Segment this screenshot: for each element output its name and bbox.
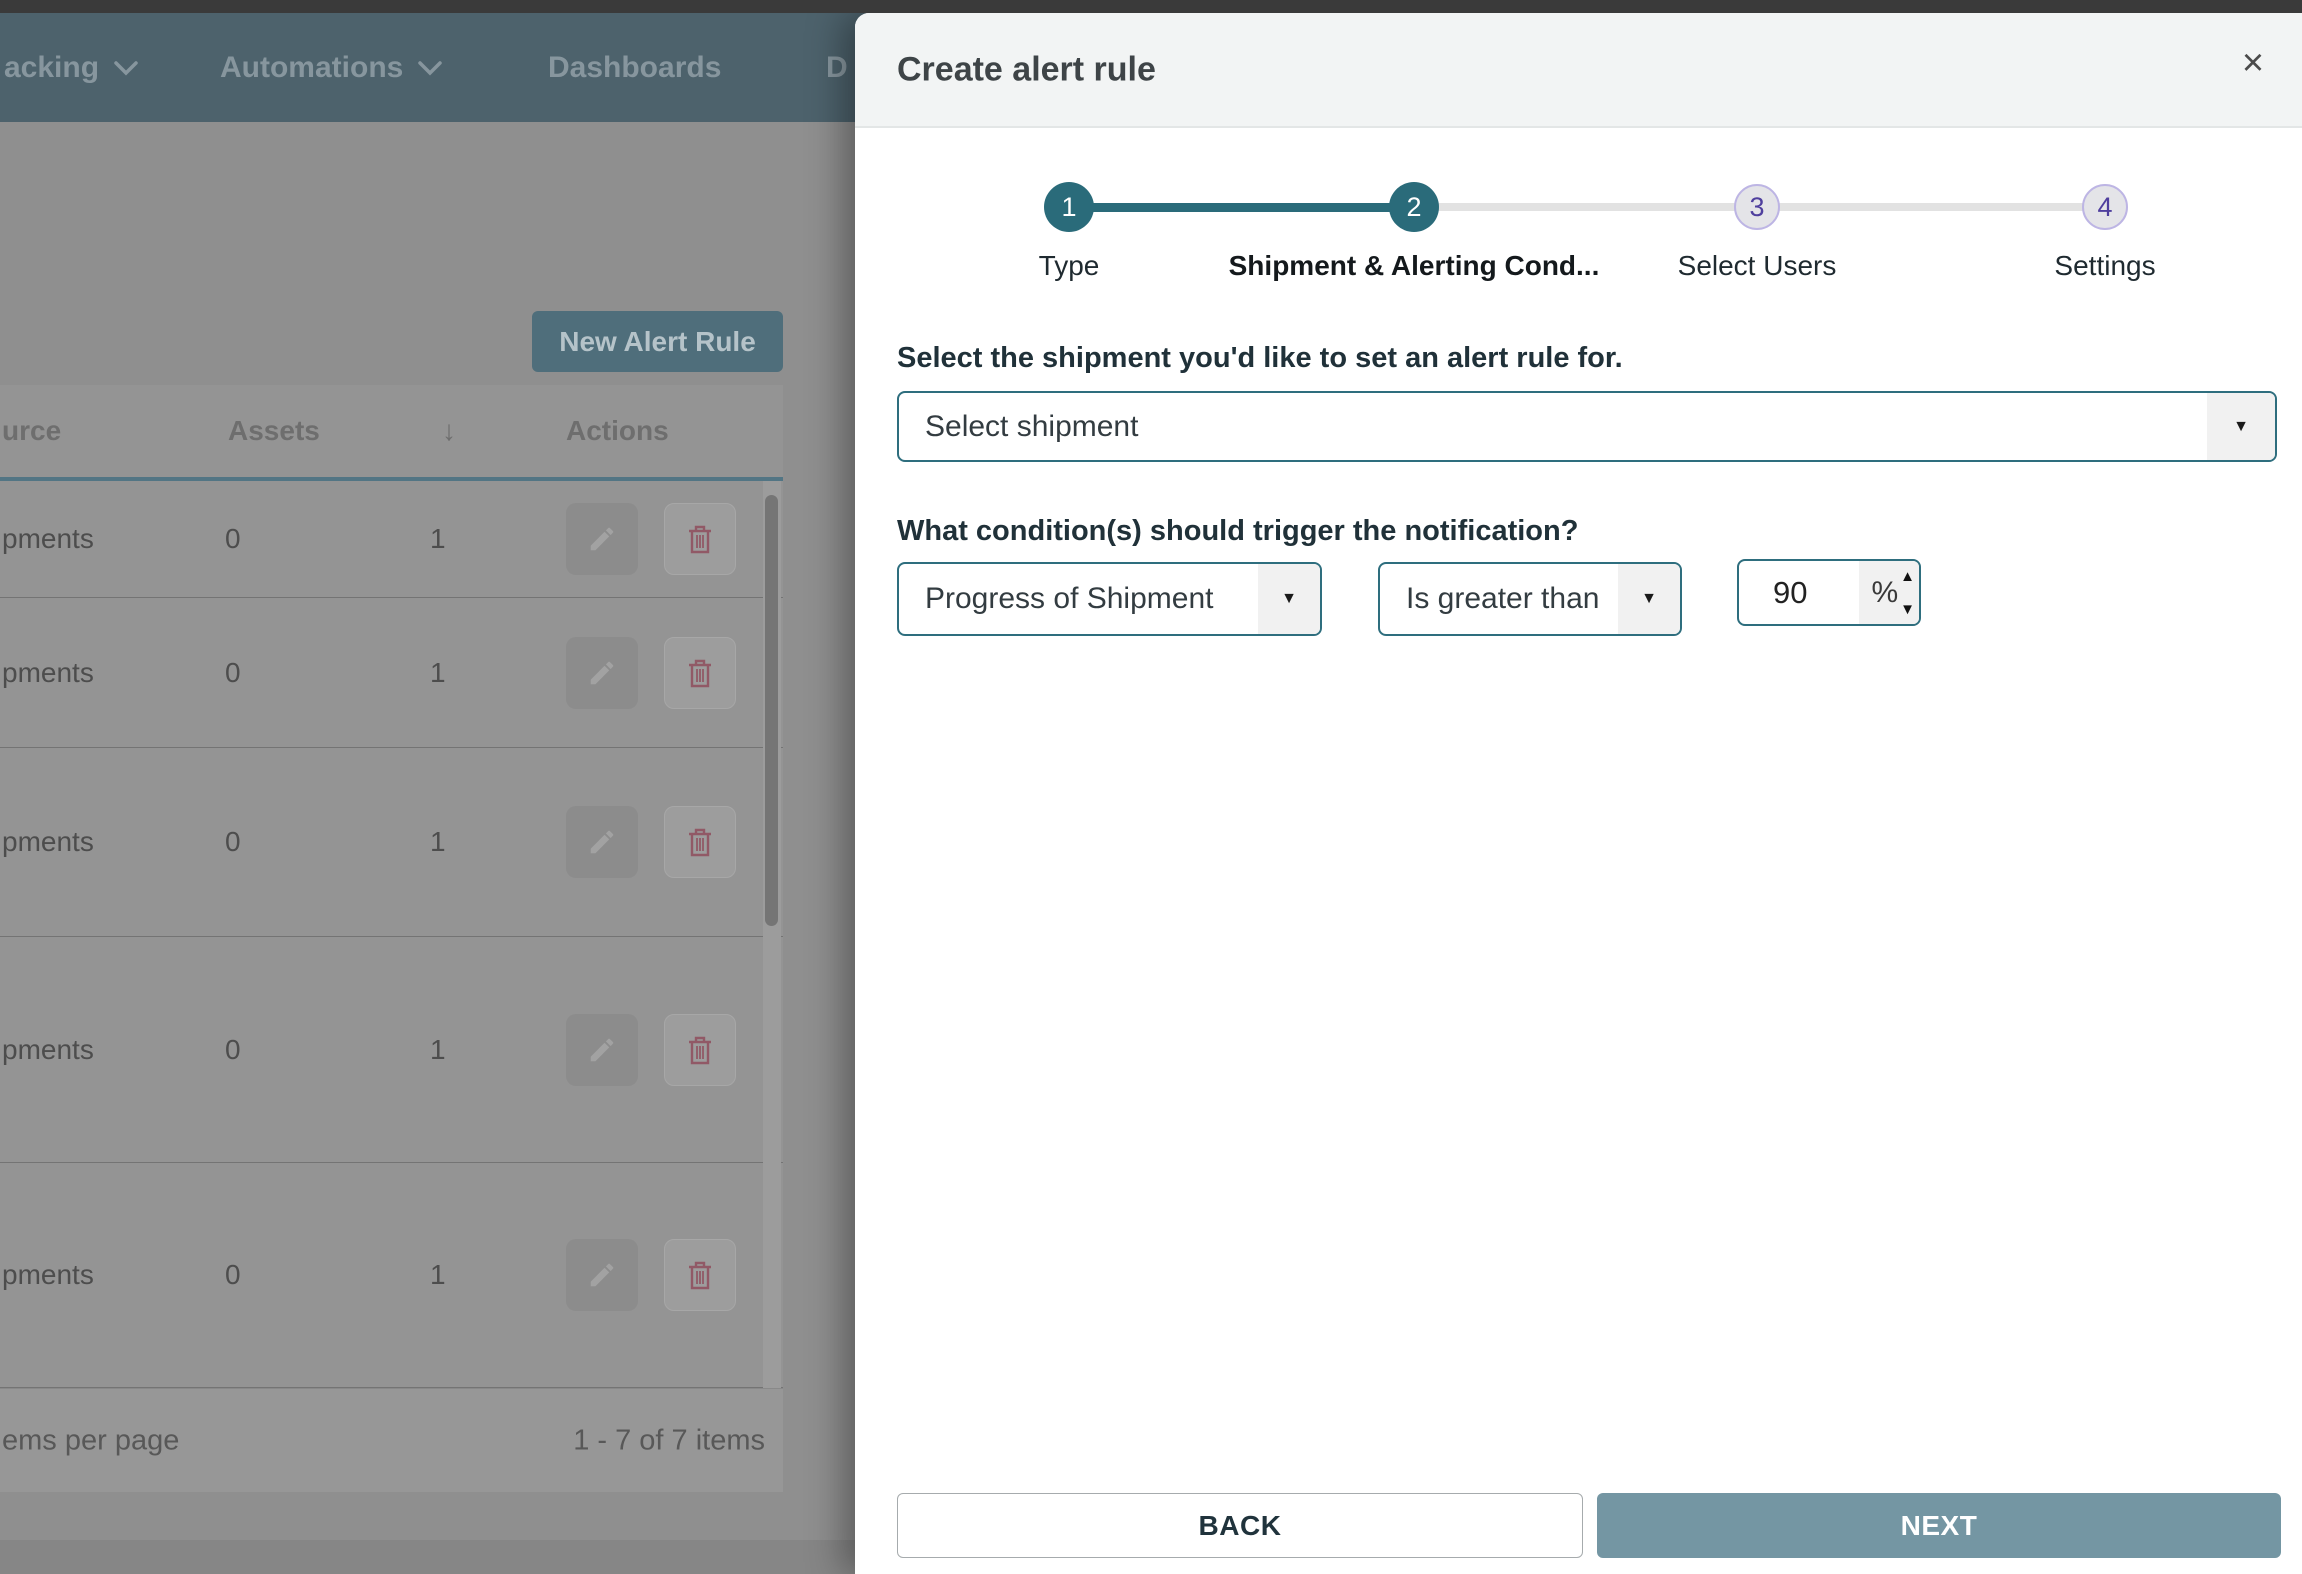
threshold-value: 90 (1773, 574, 1808, 610)
threshold-unit-segment: % ▲ ▼ (1859, 561, 1919, 624)
cell-count: 1 (430, 1033, 446, 1065)
create-alert-rule-modal: Create alert rule × 1 2 3 4 Type Shipmen… (855, 13, 2302, 1574)
table-row: pments 0 1 (0, 1163, 783, 1388)
dropdown-arrow-icon: ▼ (1618, 564, 1680, 634)
percent-label: % (1871, 575, 1899, 609)
cell-source: pments (2, 826, 94, 857)
step-label-users: Select Users (1677, 250, 1837, 281)
cell-source: pments (2, 656, 94, 688)
condition-label: What condition(s) should trigger the not… (897, 515, 1579, 547)
cell-assets: 0 (225, 656, 241, 688)
sort-desc-icon[interactable]: ↓ (442, 415, 456, 446)
chevron-down-icon (113, 60, 139, 76)
pagination-bar: ems per page 1 - 7 of 7 items (0, 1388, 783, 1492)
step-circle-users[interactable]: 3 (1734, 184, 1780, 230)
items-per-page-label: ems per page (2, 1424, 180, 1456)
condition-field-select[interactable]: Progress of Shipment ▼ (897, 562, 1322, 636)
spinner-down-icon[interactable]: ▼ (1900, 600, 1915, 618)
cell-assets: 0 (225, 523, 241, 554)
edit-button[interactable] (566, 503, 638, 575)
step-circle-settings[interactable]: 4 (2082, 184, 2128, 230)
modal-title: Create alert rule (897, 50, 1156, 88)
trash-icon (689, 828, 711, 857)
trash-icon (689, 1261, 711, 1290)
step-label-type: Type (1038, 250, 1100, 281)
shipment-select-label: Select the shipment you'd like to set an… (897, 342, 1623, 374)
next-button[interactable]: NEXT (1597, 1493, 2281, 1558)
dropdown-arrow-icon: ▼ (2207, 393, 2275, 460)
cell-count: 1 (430, 1259, 446, 1290)
condition-field-value: Progress of Shipment (925, 582, 1214, 615)
condition-operator-select[interactable]: Is greater than ▼ (1378, 562, 1682, 636)
nav-item-automations[interactable]: Automations (220, 13, 443, 122)
table-row: pments 0 1 (0, 748, 783, 937)
close-icon[interactable]: × (2241, 41, 2265, 84)
new-alert-rule-button[interactable]: New Alert Rule (532, 311, 783, 372)
cell-source: pments (2, 523, 94, 554)
delete-button[interactable] (664, 503, 736, 575)
step-circle-type[interactable]: 1 (1044, 182, 1094, 232)
stepper-connector-done (1069, 203, 1414, 212)
table-scrollbar-thumb[interactable] (765, 495, 778, 926)
column-header-actions: Actions (566, 415, 669, 446)
browser-top-strip (0, 0, 2302, 13)
condition-operator-value: Is greater than (1406, 582, 1600, 615)
table-scrollbar-track[interactable] (763, 481, 781, 1388)
cell-assets: 0 (225, 1033, 241, 1065)
edit-button[interactable] (566, 806, 638, 878)
table-row: pments 0 1 (0, 937, 783, 1163)
edit-button[interactable] (566, 636, 638, 709)
cell-count: 1 (430, 656, 446, 688)
trash-icon (689, 1036, 711, 1064)
items-range-label: 1 - 7 of 7 items (573, 1424, 765, 1456)
pencil-icon (590, 661, 614, 684)
shipment-select[interactable]: Select shipment ▼ (897, 391, 2277, 462)
back-button[interactable]: BACK (897, 1493, 1583, 1558)
pencil-icon (590, 1038, 614, 1061)
step-circle-shipment[interactable]: 2 (1389, 182, 1439, 232)
shipment-select-value: Select shipment (925, 409, 1139, 443)
column-header-assets[interactable]: Assets (228, 415, 320, 446)
cell-assets: 0 (225, 826, 241, 857)
cell-assets: 0 (225, 1259, 241, 1290)
nav-item-tracking[interactable]: acking (4, 13, 139, 122)
stepper-connector (1414, 203, 1757, 211)
nav-item-dashboards[interactable]: Dashboards (548, 50, 722, 84)
step-label-settings: Settings (2054, 250, 2156, 281)
table-row: pments 0 1 (0, 598, 783, 748)
alert-rules-table-header: urce Assets ↓ Actions (0, 385, 783, 477)
pencil-icon (590, 830, 614, 854)
edit-button[interactable] (566, 1239, 638, 1311)
trash-icon (689, 525, 711, 554)
threshold-input[interactable]: 90 % ▲ ▼ (1737, 559, 1921, 626)
nav-item-clipped[interactable]: D (826, 50, 848, 84)
column-header-source[interactable]: urce (2, 415, 62, 446)
delete-button[interactable] (664, 1239, 736, 1311)
chevron-down-icon (417, 60, 443, 76)
cell-source: pments (2, 1033, 94, 1065)
cell-source: pments (2, 1259, 94, 1290)
modal-header: Create alert rule × (855, 13, 2302, 128)
step-label-shipment: Shipment & Alerting Cond... (1228, 250, 1600, 281)
pencil-icon (590, 527, 614, 551)
delete-button[interactable] (664, 1013, 736, 1086)
table-header-divider (0, 477, 783, 481)
trash-icon (689, 659, 711, 687)
delete-button[interactable] (664, 636, 736, 709)
table-row: pments 0 1 (0, 481, 783, 598)
cell-count: 1 (430, 523, 446, 554)
edit-button[interactable] (566, 1013, 638, 1086)
dropdown-arrow-icon: ▼ (1258, 564, 1320, 634)
pencil-icon (590, 1263, 614, 1287)
cell-count: 1 (430, 826, 446, 857)
delete-button[interactable] (664, 806, 736, 878)
spinner-up-icon[interactable]: ▲ (1900, 567, 1915, 585)
stepper-connector (1757, 203, 2105, 211)
